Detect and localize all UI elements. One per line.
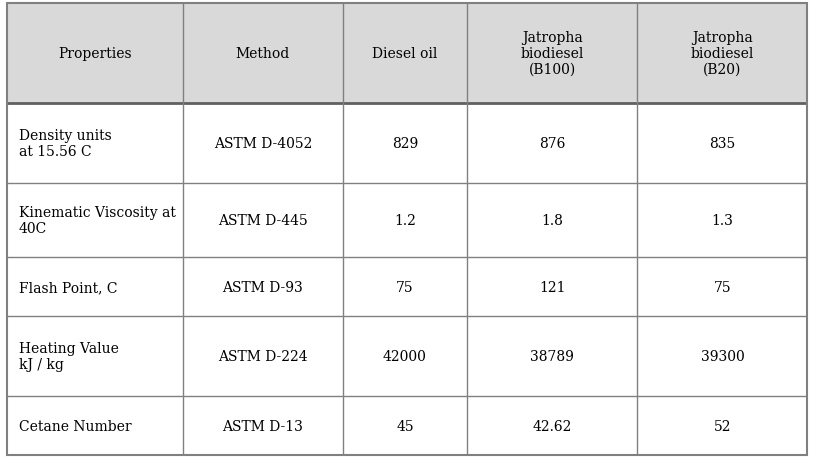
- Bar: [467, 396, 637, 455]
- Text: Jatropha
biodiesel
(B20): Jatropha biodiesel (B20): [691, 31, 754, 77]
- Text: 1.2: 1.2: [394, 213, 416, 228]
- Text: Density units
at 15.56 C: Density units at 15.56 C: [19, 129, 112, 159]
- Bar: [343, 104, 467, 183]
- Text: Flash Point, C: Flash Point, C: [19, 280, 117, 294]
- Text: 835: 835: [709, 136, 736, 151]
- Bar: [7, 396, 182, 455]
- Text: Kinematic Viscosity at
40C: Kinematic Viscosity at 40C: [19, 206, 176, 235]
- Bar: [637, 257, 807, 317]
- Bar: [343, 4, 467, 104]
- Bar: [637, 104, 807, 183]
- Bar: [182, 104, 343, 183]
- Text: 121: 121: [539, 280, 566, 294]
- Bar: [7, 317, 182, 396]
- Text: 1.8: 1.8: [541, 213, 563, 228]
- Bar: [467, 104, 637, 183]
- Text: 829: 829: [392, 136, 418, 151]
- Text: Properties: Properties: [58, 47, 131, 61]
- Bar: [182, 257, 343, 317]
- Bar: [182, 4, 343, 104]
- Text: 75: 75: [714, 280, 731, 294]
- Text: 39300: 39300: [701, 350, 744, 364]
- Bar: [343, 183, 467, 257]
- Text: Cetane Number: Cetane Number: [19, 419, 131, 433]
- Bar: [182, 317, 343, 396]
- Bar: [467, 4, 637, 104]
- Bar: [637, 396, 807, 455]
- Text: ASTM D-13: ASTM D-13: [222, 419, 304, 433]
- Bar: [467, 183, 637, 257]
- Bar: [182, 396, 343, 455]
- Text: Heating Value
kJ / kg: Heating Value kJ / kg: [19, 341, 119, 372]
- Text: 42.62: 42.62: [532, 419, 572, 433]
- Text: ASTM D-93: ASTM D-93: [222, 280, 303, 294]
- Bar: [7, 104, 182, 183]
- Bar: [637, 183, 807, 257]
- Text: 42000: 42000: [383, 350, 427, 364]
- Bar: [637, 4, 807, 104]
- Text: 876: 876: [539, 136, 566, 151]
- Bar: [7, 257, 182, 317]
- Text: ASTM D-445: ASTM D-445: [218, 213, 308, 228]
- Text: 1.3: 1.3: [711, 213, 733, 228]
- Text: 45: 45: [396, 419, 414, 433]
- Bar: [182, 183, 343, 257]
- Text: ASTM D-4052: ASTM D-4052: [213, 136, 312, 151]
- Text: 52: 52: [714, 419, 731, 433]
- Text: Jatropha
biodiesel
(B100): Jatropha biodiesel (B100): [520, 31, 584, 77]
- Text: 75: 75: [396, 280, 414, 294]
- Bar: [467, 257, 637, 317]
- Bar: [343, 257, 467, 317]
- Bar: [7, 183, 182, 257]
- Bar: [467, 317, 637, 396]
- Text: Diesel oil: Diesel oil: [372, 47, 438, 61]
- Bar: [343, 396, 467, 455]
- Text: 38789: 38789: [530, 350, 574, 364]
- Bar: [7, 4, 182, 104]
- Text: Method: Method: [236, 47, 290, 61]
- Bar: [343, 317, 467, 396]
- Text: ASTM D-224: ASTM D-224: [218, 350, 308, 364]
- Bar: [637, 317, 807, 396]
